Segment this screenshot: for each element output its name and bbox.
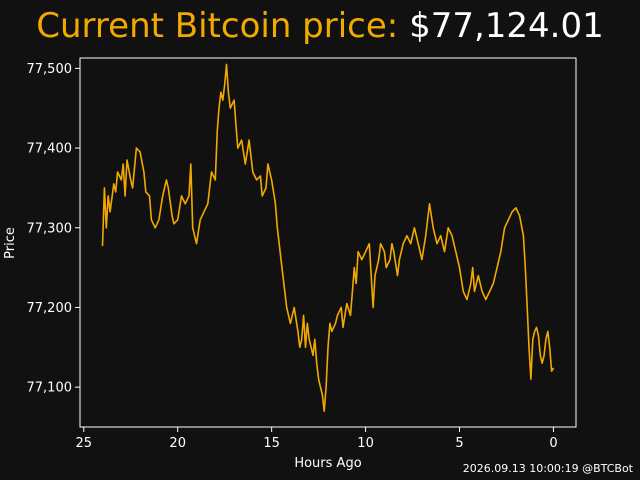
x-axis-ticks: 25 20 15 10 5 0 <box>75 427 558 451</box>
y-axis-ticks: 77,100 77,200 77,300 77,400 77,500 <box>27 62 80 396</box>
x-axis-label: Hours Ago <box>294 456 361 471</box>
footer-timestamp: 2026.09.13 10:00:19 @BTCBot <box>462 462 633 475</box>
x-tick-label: 10 <box>357 436 374 451</box>
price-series-line <box>101 63 555 412</box>
y-tick-label: 77,300 <box>27 221 73 236</box>
current-price: $77,124.01 <box>409 6 604 46</box>
plot-frame <box>79 57 577 428</box>
y-tick-label: 77,500 <box>27 62 73 77</box>
y-tick-label: 77,400 <box>27 142 73 157</box>
x-tick-label: 5 <box>455 436 463 451</box>
y-tick-label: 77,100 <box>27 381 73 396</box>
price-header: Current Bitcoin price: $77,124.01 <box>0 6 640 46</box>
x-tick-label: 15 <box>263 436 280 451</box>
x-tick-label: 20 <box>169 436 186 451</box>
price-label: Current Bitcoin price: <box>36 6 399 46</box>
x-tick-label: 25 <box>75 436 92 451</box>
y-tick-label: 77,200 <box>27 301 73 316</box>
y-axis-label: Price <box>3 227 18 259</box>
x-tick-label: 0 <box>549 436 557 451</box>
